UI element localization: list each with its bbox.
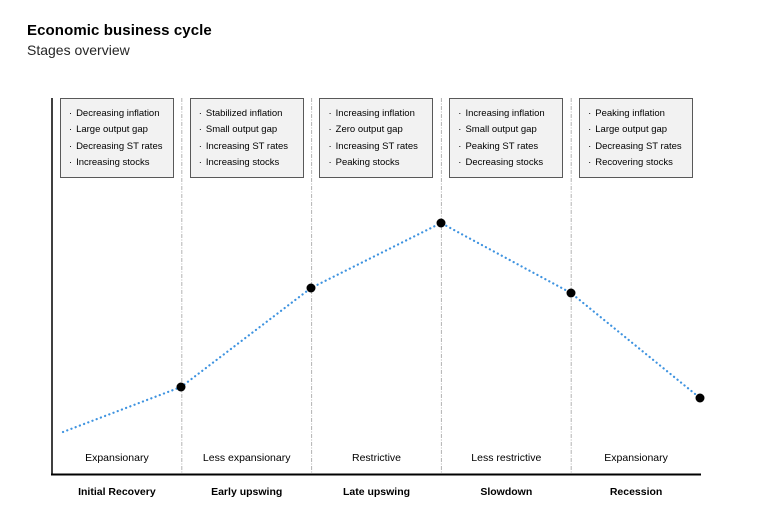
stage-bullet: Increasing stocks — [205, 156, 280, 168]
bullet-icon: · — [198, 124, 202, 136]
stage-bullet: Increasing stocks — [76, 156, 150, 168]
bullet-icon: · — [588, 124, 592, 136]
stage-names-row: Initial Recovery Early upswing Late upsw… — [52, 486, 701, 498]
stage-box-early-upswing: · Stabilized inflation · Small output gap … — [189, 98, 304, 178]
bullet-icon: · — [458, 124, 462, 136]
bullet-icon: · — [198, 156, 202, 168]
page-subtitle: Stages overview — [27, 42, 130, 58]
phase-label-expansionary-2: Expansionary — [604, 452, 668, 464]
bullet-icon: · — [328, 156, 332, 168]
bullet-icon: · — [588, 156, 592, 168]
stage-bullet: Stabilized inflation — [205, 108, 283, 119]
stage-bullet: Decreasing stocks — [465, 156, 544, 168]
stage-name-early-upswing: Early upswing — [211, 486, 283, 498]
bullet-icon: · — [68, 108, 73, 119]
stage-bullet: Increasing inflation — [335, 108, 415, 119]
page-title: Economic business cycle — [27, 22, 212, 39]
bullet-icon: · — [198, 140, 202, 152]
stage-bullet: Small output gap — [205, 124, 278, 136]
bullet-icon: · — [198, 108, 202, 119]
cycle-curve-line — [61, 221, 702, 434]
curve-point-marker — [436, 218, 446, 228]
phase-label-less-expansionary: Less expansionary — [202, 452, 291, 464]
bullet-icon: · — [68, 124, 73, 136]
stage-box-recession: · Peaking inflation · Large output gap · De… — [579, 98, 694, 178]
stage-name-slowdown: Slowdown — [480, 486, 533, 498]
stage-bullet: Peaking inflation — [595, 108, 665, 119]
bullet-icon: · — [458, 108, 462, 119]
column-dividers — [181, 98, 572, 473]
header: Economic business cycle Stages overview — [27, 22, 212, 58]
stage-bullet: Increasing inflation — [465, 108, 545, 119]
cycle-curve-markers — [176, 218, 705, 403]
bullet-icon: · — [458, 156, 462, 168]
stage-bullet: Large output gap — [76, 124, 148, 136]
stage-bullet: Decreasing inflation — [76, 108, 160, 119]
stage-bullet: Recovering stocks — [595, 156, 673, 168]
stage-bullet: Large output gap — [595, 124, 668, 136]
stage-name-recession: Recession — [609, 486, 663, 498]
stage-box-late-upswing: · Increasing inflation · Zero output gap ·… — [319, 98, 434, 178]
bullet-icon: · — [68, 156, 73, 168]
stage-bullet: Peaking stocks — [335, 156, 400, 168]
stage-bullet: Increasing ST rates — [205, 140, 289, 152]
stage-name-late-upswing: Late upswing — [342, 486, 411, 498]
bullet-icon: · — [588, 140, 592, 152]
phase-label-less-restrictive: Less restrictive — [471, 452, 542, 464]
bullet-icon: · — [68, 140, 73, 152]
stage-boxes-row: · Decreasing inflation · Large output gap … — [52, 98, 701, 178]
phase-label-restrictive: Restrictive — [351, 452, 401, 464]
stage-bullet: Decreasing ST rates — [595, 140, 682, 152]
bullet-icon: · — [328, 140, 332, 152]
stage-bullet: Increasing ST rates — [335, 140, 418, 152]
stage-bullet: Zero output gap — [335, 124, 403, 136]
bullet-icon: · — [328, 124, 332, 136]
stage-bullet: Peaking ST rates — [465, 140, 539, 152]
stage-box-slowdown: · Increasing inflation · Small output gap … — [449, 98, 564, 178]
bullet-icon: · — [458, 140, 462, 152]
stage-bullet: Small output gap — [465, 124, 537, 136]
curve-point-marker — [695, 393, 705, 403]
stage-bullet: Decreasing ST rates — [76, 140, 163, 152]
phase-label-expansionary-1: Expansionary — [85, 452, 149, 464]
curve-point-marker — [176, 382, 186, 392]
curve-point-marker — [306, 283, 316, 293]
curve-point-marker — [566, 288, 576, 298]
phase-labels-row: Expansionary Less expansionary Restricti… — [52, 452, 701, 464]
bullet-icon: · — [328, 108, 332, 119]
bullet-icon: · — [588, 108, 592, 119]
stage-name-initial-recovery: Initial Recovery — [78, 486, 156, 498]
stage-box-initial-recovery: · Decreasing inflation · Large output gap … — [59, 98, 174, 178]
